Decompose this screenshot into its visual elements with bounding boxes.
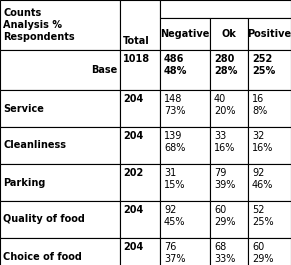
Bar bbox=[0, 164, 120, 201]
Text: 60
29%: 60 29% bbox=[214, 205, 235, 227]
Bar bbox=[210, 127, 248, 164]
Bar bbox=[0, 238, 120, 265]
Bar bbox=[248, 50, 291, 90]
Bar bbox=[210, 50, 248, 90]
Text: 486
48%: 486 48% bbox=[164, 54, 187, 76]
Text: Base: Base bbox=[91, 65, 117, 75]
Text: 204: 204 bbox=[123, 94, 143, 104]
Bar bbox=[160, 201, 210, 238]
Text: 204: 204 bbox=[123, 205, 143, 215]
Text: 32
16%: 32 16% bbox=[252, 131, 273, 153]
Bar bbox=[248, 127, 291, 164]
Text: 31
15%: 31 15% bbox=[164, 168, 185, 189]
Text: 40
20%: 40 20% bbox=[214, 94, 235, 116]
Bar bbox=[120, 50, 160, 90]
Text: 1018: 1018 bbox=[123, 54, 150, 64]
Bar bbox=[120, 127, 160, 164]
Text: 79
39%: 79 39% bbox=[214, 168, 235, 189]
Text: Total: Total bbox=[123, 36, 150, 46]
Text: Positive: Positive bbox=[247, 29, 291, 39]
Text: 33
16%: 33 16% bbox=[214, 131, 235, 153]
Bar bbox=[248, 238, 291, 265]
Bar bbox=[120, 201, 160, 238]
Bar bbox=[120, 164, 160, 201]
Text: 202: 202 bbox=[123, 168, 143, 178]
Bar bbox=[160, 164, 210, 201]
Bar bbox=[210, 90, 248, 127]
Text: Quality of food: Quality of food bbox=[3, 214, 85, 224]
Text: Service: Service bbox=[3, 104, 44, 113]
Bar bbox=[210, 201, 248, 238]
Bar bbox=[160, 0, 291, 18]
Text: 52
25%: 52 25% bbox=[252, 205, 274, 227]
Bar bbox=[210, 238, 248, 265]
Bar bbox=[160, 90, 210, 127]
Bar bbox=[160, 18, 210, 50]
Text: Negative: Negative bbox=[160, 29, 210, 39]
Text: 76
37%: 76 37% bbox=[164, 242, 185, 264]
Bar bbox=[0, 0, 120, 50]
Bar bbox=[120, 0, 160, 50]
Text: 204: 204 bbox=[123, 242, 143, 252]
Text: Counts
Analysis %
Respondents: Counts Analysis % Respondents bbox=[3, 8, 74, 42]
Text: 68
33%: 68 33% bbox=[214, 242, 235, 264]
Text: 148
73%: 148 73% bbox=[164, 94, 185, 116]
Text: 252
25%: 252 25% bbox=[252, 54, 275, 76]
Bar bbox=[160, 50, 210, 90]
Text: Ok: Ok bbox=[221, 29, 236, 39]
Text: 92
46%: 92 46% bbox=[252, 168, 273, 189]
Text: 60
29%: 60 29% bbox=[252, 242, 274, 264]
Bar bbox=[0, 50, 120, 90]
Text: 204: 204 bbox=[123, 131, 143, 141]
Bar bbox=[248, 201, 291, 238]
Text: 92
45%: 92 45% bbox=[164, 205, 185, 227]
Bar bbox=[160, 238, 210, 265]
Text: Cleanliness: Cleanliness bbox=[3, 140, 66, 151]
Bar bbox=[160, 127, 210, 164]
Bar bbox=[120, 238, 160, 265]
Text: 280
28%: 280 28% bbox=[214, 54, 237, 76]
Text: 16
8%: 16 8% bbox=[252, 94, 267, 116]
Text: Parking: Parking bbox=[3, 178, 45, 188]
Bar bbox=[210, 18, 248, 50]
Text: Choice of food: Choice of food bbox=[3, 251, 82, 262]
Bar bbox=[248, 164, 291, 201]
Bar bbox=[0, 201, 120, 238]
Bar bbox=[0, 90, 120, 127]
Bar bbox=[248, 18, 291, 50]
Bar bbox=[120, 90, 160, 127]
Text: 139
68%: 139 68% bbox=[164, 131, 185, 153]
Bar bbox=[210, 164, 248, 201]
Bar bbox=[0, 127, 120, 164]
Bar bbox=[248, 90, 291, 127]
